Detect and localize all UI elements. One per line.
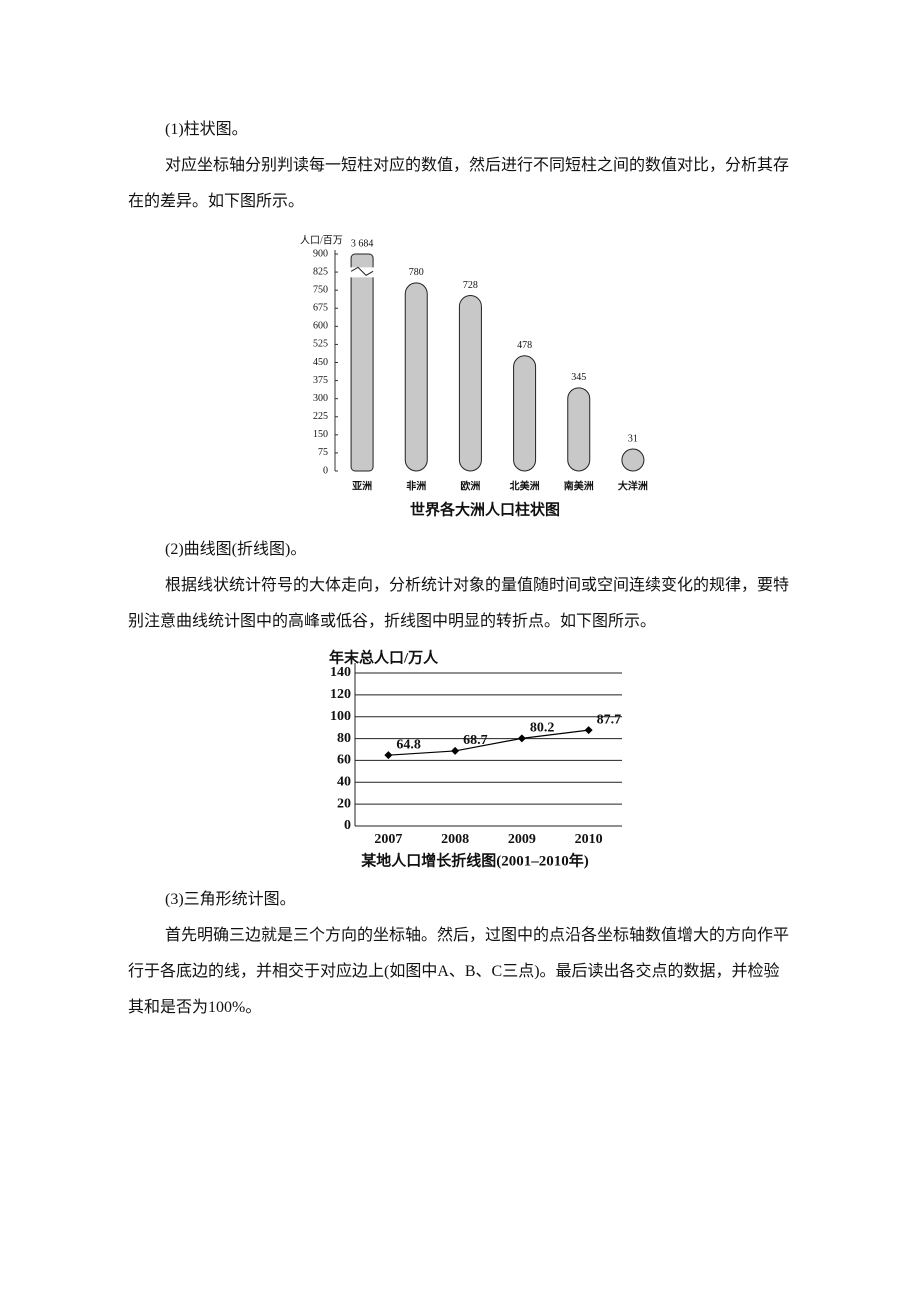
x-tick-label: 2010	[575, 832, 603, 847]
y-tick-label: 225	[313, 411, 328, 422]
y-tick-label: 375	[313, 375, 328, 386]
data-label: 728	[463, 280, 478, 291]
y-tick-label: 0	[323, 465, 328, 476]
x-tick-label: 2007	[374, 832, 402, 847]
y-tick-label: 0	[344, 818, 351, 833]
y-tick-label: 40	[337, 775, 351, 790]
y-tick-label: 300	[313, 393, 328, 404]
heading: (2)曲线图(折线图)。	[165, 541, 307, 558]
data-label: 345	[571, 372, 586, 383]
y-tick-label: 80	[337, 731, 351, 746]
paragraph: 对应坐标轴分别判读每一短柱对应的数值，然后进行不同短柱之间的数值对比，分析其存在…	[128, 157, 790, 210]
chart-title: 某地人口增长折线图(2001–2010年)	[361, 851, 589, 869]
bar	[350, 253, 374, 472]
y-tick-label: 450	[313, 357, 328, 368]
data-label: 64.8	[396, 737, 421, 752]
y-tick-label: 120	[330, 687, 351, 702]
y-axis-label: 年末总人口/万人	[329, 648, 439, 666]
y-tick-label: 20	[337, 796, 351, 811]
y-tick-label: 600	[313, 321, 328, 332]
y-tick-label: 750	[313, 284, 328, 295]
heading: (1)柱状图。	[165, 121, 248, 138]
y-tick-label: 140	[330, 665, 351, 680]
bar	[621, 448, 645, 472]
x-tick-label: 非洲	[406, 479, 426, 492]
x-tick-label: 2008	[441, 832, 469, 847]
y-tick-label: 900	[313, 248, 328, 259]
paragraph: 根据线状统计符号的大体走向，分析统计对象的量值随时间或空间连续变化的规律，要特别…	[128, 577, 790, 630]
data-label: 3 684	[351, 238, 374, 249]
x-tick-label: 南美洲	[564, 479, 594, 492]
point	[517, 734, 526, 743]
y-tick-label: 150	[313, 429, 328, 440]
y-tick-label: 100	[330, 709, 351, 724]
x-tick-label: 亚洲	[352, 480, 372, 492]
bar	[404, 282, 428, 472]
y-tick-label: 60	[337, 753, 351, 768]
bar	[458, 294, 482, 472]
line-chart: 年末总人口/万人 0 20 40 60 80 100 120 140 2007 2008 2009 20…	[329, 648, 622, 869]
x-tick-label: 2009	[508, 832, 536, 847]
paragraph: 首先明确三边就是三个方向的坐标轴。然后，过图中的点沿各坐标轴数值增大的方向作平行…	[128, 927, 790, 1016]
bar	[567, 387, 591, 472]
point	[384, 751, 393, 760]
data-label: 80.2	[530, 721, 555, 736]
data-label: 68.7	[463, 733, 488, 748]
x-tick-label: 北美洲	[510, 479, 540, 492]
bar-chart: 人口/百万 0 75 150 225 300 375 450 525 600 675 750 825 90…	[300, 234, 648, 518]
x-tick-label: 欧洲	[460, 479, 480, 492]
point	[451, 746, 460, 755]
data-label: 780	[409, 267, 424, 278]
y-tick-label: 525	[313, 339, 328, 350]
y-tick-label: 75	[318, 447, 328, 458]
data-label: 31	[628, 433, 638, 444]
x-tick-label: 大洋洲	[618, 479, 648, 492]
line	[388, 729, 589, 756]
chart-title: 世界各大洲人口柱状图	[410, 500, 560, 518]
data-label: 87.7	[597, 712, 622, 727]
heading: (3)三角形统计图。	[165, 891, 296, 908]
y-tick-label: 825	[313, 266, 328, 277]
bar	[513, 355, 537, 472]
axis-break	[350, 267, 375, 278]
data-label: 478	[517, 340, 532, 351]
y-tick-label: 675	[313, 303, 328, 314]
point	[584, 726, 593, 735]
axis-break	[350, 266, 374, 276]
y-axis-label: 人口/百万	[300, 234, 343, 246]
